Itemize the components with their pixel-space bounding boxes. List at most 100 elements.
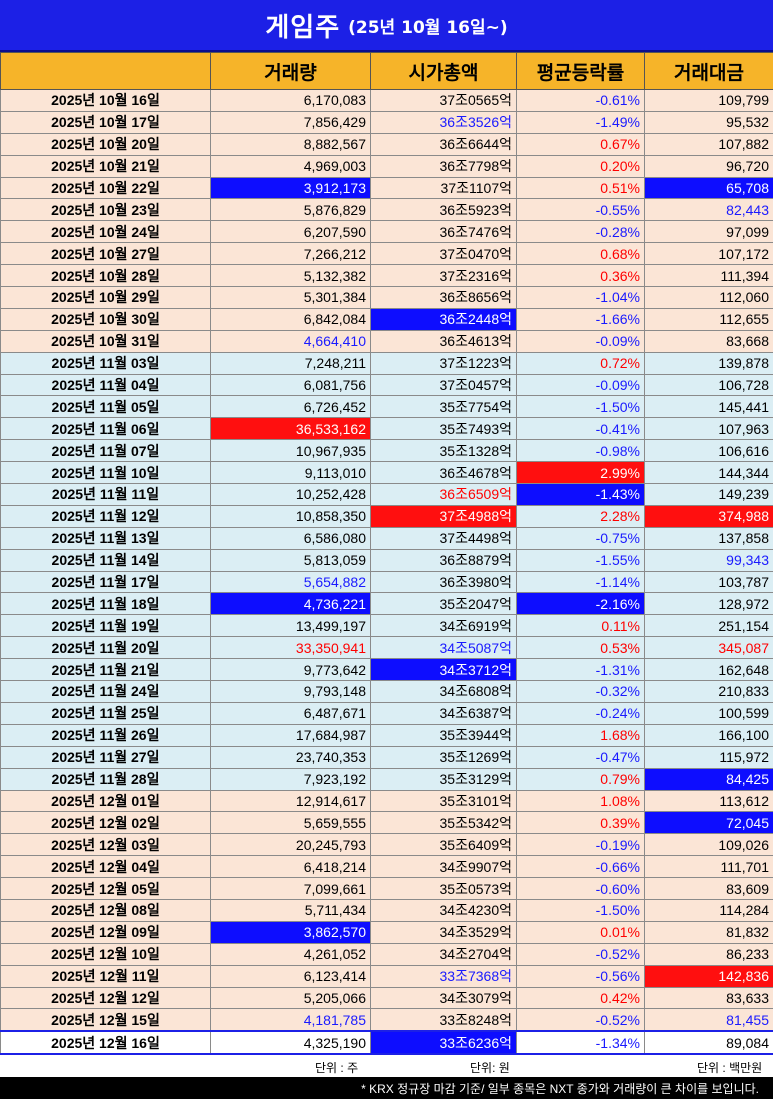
trade-amount-cell: 107,882 — [645, 133, 773, 155]
avg-change-cell: -1.31% — [517, 659, 645, 681]
avg-change-cell: -0.32% — [517, 681, 645, 703]
date-cell: 2025년 10월 21일 — [1, 155, 211, 177]
date-cell: 2025년 12월 09일 — [1, 921, 211, 943]
date-cell: 2025년 11월 05일 — [1, 396, 211, 418]
trade-amount-cell: 115,972 — [645, 746, 773, 768]
avg-change-cell: 0.51% — [517, 177, 645, 199]
market-cap-cell: 36조5923억 — [371, 199, 517, 221]
avg-change-cell: 0.67% — [517, 133, 645, 155]
title-bar: 게임주 (25년 10월 16일~) — [0, 0, 773, 52]
volume-cell: 4,261,052 — [211, 943, 371, 965]
market-cap-cell: 36조8879억 — [371, 549, 517, 571]
avg-change-cell: -2.16% — [517, 593, 645, 615]
trade-amount-cell: 83,609 — [645, 878, 773, 900]
trade-amount-cell: 89,084 — [645, 1031, 773, 1054]
trade-amount-cell: 65,708 — [645, 177, 773, 199]
volume-cell: 7,266,212 — [211, 243, 371, 265]
market-cap-cell: 35조3101억 — [371, 790, 517, 812]
header-row: 거래량 시가총액 평균등락률 거래대금 — [1, 53, 773, 90]
market-cap-cell: 37조1107억 — [371, 177, 517, 199]
date-cell: 2025년 11월 14일 — [1, 549, 211, 571]
date-cell: 2025년 11월 13일 — [1, 527, 211, 549]
market-cap-cell: 33조6236억 — [371, 1031, 517, 1054]
date-cell: 2025년 12월 15일 — [1, 1009, 211, 1031]
page-title: 게임주 — [265, 7, 340, 44]
volume-cell: 7,248,211 — [211, 352, 371, 374]
avg-change-cell: -0.19% — [517, 834, 645, 856]
avg-change-cell: -1.50% — [517, 396, 645, 418]
market-cap-cell: 34조6919억 — [371, 615, 517, 637]
unit-amount: 단위 : 백만원 — [697, 1059, 762, 1076]
date-cell: 2025년 11월 18일 — [1, 593, 211, 615]
market-cap-cell: 34조9907억 — [371, 856, 517, 878]
trade-amount-cell: 81,832 — [645, 921, 773, 943]
trade-amount-cell: 83,633 — [645, 987, 773, 1009]
date-cell: 2025년 12월 11일 — [1, 965, 211, 987]
date-cell: 2025년 12월 16일 — [1, 1031, 211, 1054]
avg-change-cell: -0.66% — [517, 856, 645, 878]
avg-change-cell: -1.14% — [517, 571, 645, 593]
volume-cell: 5,205,066 — [211, 987, 371, 1009]
date-cell: 2025년 10월 16일 — [1, 90, 211, 112]
date-cell: 2025년 10월 27일 — [1, 243, 211, 265]
market-cap-cell: 36조7798억 — [371, 155, 517, 177]
date-cell: 2025년 10월 30일 — [1, 308, 211, 330]
footnote: * KRX 정규장 마감 기준/ 일부 종목은 NXT 종가와 거래량이 큰 차… — [0, 1077, 773, 1099]
avg-change-cell: -0.55% — [517, 199, 645, 221]
trade-amount-cell: 112,060 — [645, 287, 773, 309]
volume-cell: 6,170,083 — [211, 90, 371, 112]
volume-cell: 7,099,661 — [211, 878, 371, 900]
market-cap-cell: 34조6387억 — [371, 702, 517, 724]
trade-amount-cell: 166,100 — [645, 724, 773, 746]
avg-change-cell: -0.24% — [517, 702, 645, 724]
unit-cap: 단위: 원 — [470, 1059, 510, 1076]
volume-cell: 9,773,642 — [211, 659, 371, 681]
market-cap-cell: 35조1328억 — [371, 440, 517, 462]
avg-change-cell: 1.68% — [517, 724, 645, 746]
date-cell: 2025년 12월 04일 — [1, 856, 211, 878]
avg-change-cell: -0.61% — [517, 90, 645, 112]
market-cap-cell: 37조2316억 — [371, 265, 517, 287]
trade-amount-cell: 137,858 — [645, 527, 773, 549]
date-cell: 2025년 10월 22일 — [1, 177, 211, 199]
avg-change-cell: -0.75% — [517, 527, 645, 549]
header-trade-amount: 거래대금 — [645, 53, 773, 90]
market-cap-cell: 35조5342억 — [371, 812, 517, 834]
trade-amount-cell: 81,455 — [645, 1009, 773, 1031]
avg-change-cell: 1.08% — [517, 790, 645, 812]
trade-amount-cell: 145,441 — [645, 396, 773, 418]
header-market-cap: 시가총액 — [371, 53, 517, 90]
avg-change-cell: 0.20% — [517, 155, 645, 177]
date-cell: 2025년 10월 28일 — [1, 265, 211, 287]
trade-amount-cell: 111,701 — [645, 856, 773, 878]
date-cell: 2025년 11월 27일 — [1, 746, 211, 768]
header-date — [1, 53, 211, 90]
trade-amount-cell: 113,612 — [645, 790, 773, 812]
trade-amount-cell: 111,394 — [645, 265, 773, 287]
volume-cell: 9,793,148 — [211, 681, 371, 703]
avg-change-cell: -1.55% — [517, 549, 645, 571]
market-cap-cell: 37조4988억 — [371, 505, 517, 527]
market-cap-cell: 37조4498억 — [371, 527, 517, 549]
date-cell: 2025년 11월 19일 — [1, 615, 211, 637]
volume-cell: 4,969,003 — [211, 155, 371, 177]
market-cap-cell: 36조4613억 — [371, 330, 517, 352]
avg-change-cell: -0.41% — [517, 418, 645, 440]
market-cap-cell: 33조7368억 — [371, 965, 517, 987]
trade-amount-cell: 345,087 — [645, 637, 773, 659]
trade-amount-cell: 97,099 — [645, 221, 773, 243]
date-cell: 2025년 12월 05일 — [1, 878, 211, 900]
avg-change-cell: -0.56% — [517, 965, 645, 987]
